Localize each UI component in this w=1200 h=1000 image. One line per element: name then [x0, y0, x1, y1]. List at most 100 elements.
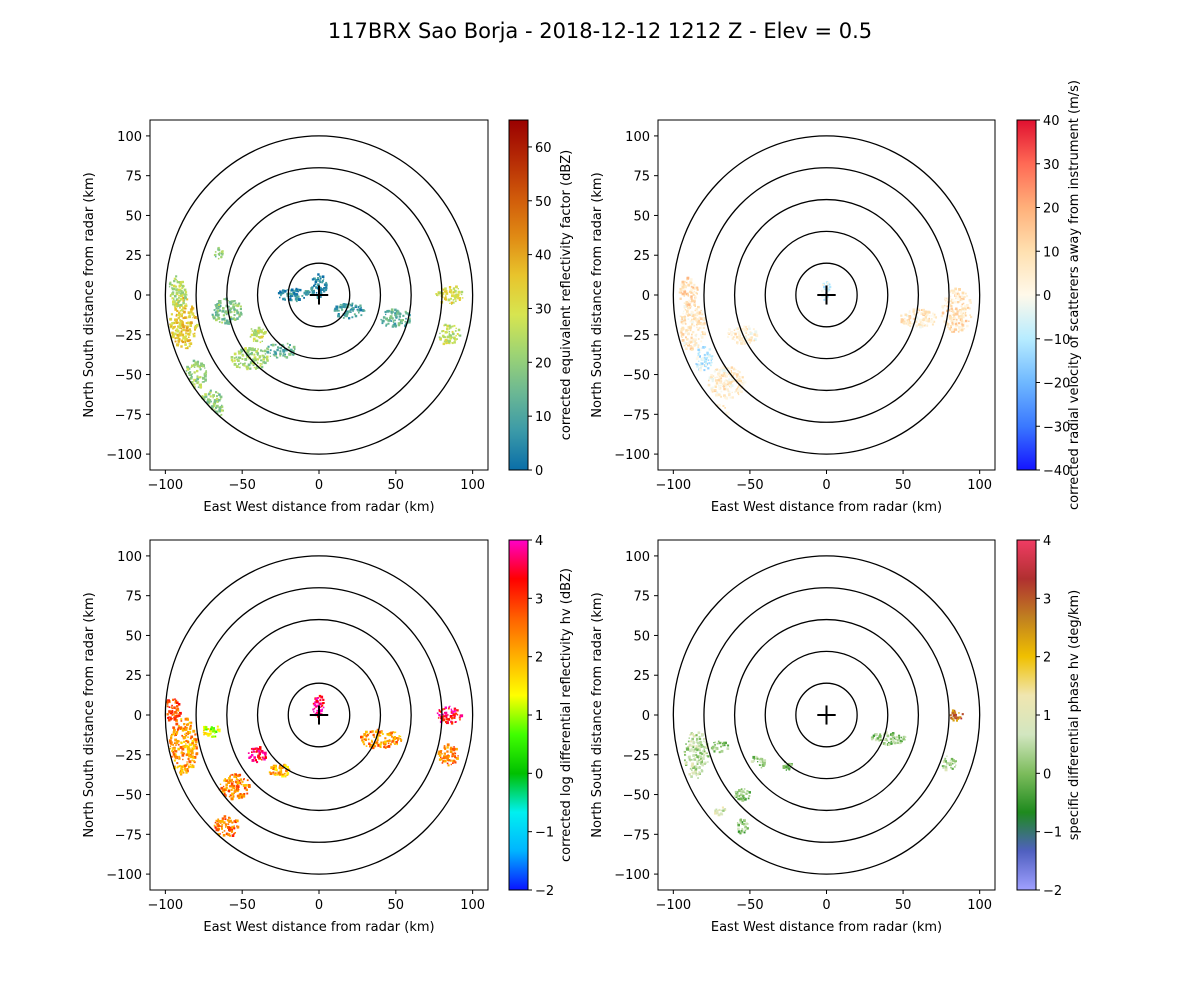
y-tick-label: −25: [623, 749, 650, 764]
echo-cell-10: [437, 743, 459, 767]
y-tick-label: −100: [106, 868, 142, 883]
y-tick-label: 25: [125, 249, 142, 264]
range-ring-100km: [164, 135, 474, 455]
echo-cell-14: [438, 323, 462, 346]
echo-cell-13: [435, 285, 464, 305]
x-tick-label: −50: [228, 478, 255, 493]
colorbar-label: corrected radial velocity of scatterers …: [1067, 80, 1082, 510]
colorbar-tick-label: −2: [535, 884, 554, 899]
figure-title: 117BRX Sao Borja - 2018-12-12 1212 Z - E…: [328, 19, 872, 43]
y-tick-label: −100: [614, 448, 650, 463]
echo-cell-7: [900, 308, 937, 329]
y-tick-label: −25: [115, 329, 142, 344]
echo-cell-2: [750, 755, 767, 769]
range-ring-40km: [256, 650, 382, 780]
y-tick-label: 0: [134, 709, 142, 724]
y-tick-label: −75: [623, 828, 650, 843]
y-tick-label: 25: [633, 669, 650, 684]
colorbar-tick-label: 2: [535, 651, 543, 666]
x-tick-label: −50: [736, 478, 763, 493]
echo-cell-1: [166, 698, 182, 722]
echo-cell-5: [715, 403, 730, 415]
echo-cell-1: [710, 740, 730, 754]
colorbar-tick-label: 0: [1043, 767, 1051, 782]
y-tick-label: −75: [115, 408, 142, 423]
x-tick-label: −100: [148, 478, 184, 493]
range-ring-100km: [672, 555, 981, 875]
x-axis-label: East West distance from radar (km): [203, 920, 434, 935]
colorbar-tick-label: 50: [535, 195, 552, 210]
y-tick-label: 0: [134, 289, 142, 304]
y-tick-label: 25: [125, 669, 142, 684]
y-tick-label: −50: [115, 369, 142, 384]
panel-kdp: −100 −50 0 50 100 −100 −75 −50 −25 0 25 50 75 100 East…: [590, 534, 1082, 935]
colorbar: [508, 539, 529, 891]
y-tick-label: −50: [115, 789, 142, 804]
colorbar-tick-label: 4: [1043, 534, 1051, 549]
y-tick-label: 25: [633, 249, 650, 264]
y-tick-label: 75: [125, 170, 142, 185]
range-ring-20km: [287, 682, 351, 748]
echo-cell-2: [185, 359, 208, 390]
x-tick-label: −100: [655, 898, 691, 913]
y-tick-label: 75: [633, 170, 650, 185]
range-ring-60km: [733, 198, 920, 392]
x-tick-label: 50: [895, 898, 912, 913]
echo-cell-8: [949, 709, 964, 722]
x-tick-label: 0: [822, 478, 830, 493]
echo-cell-9: [941, 755, 957, 772]
x-tick-label: −50: [228, 898, 255, 913]
y-tick-label: −100: [614, 868, 650, 883]
y-tick-label: 50: [125, 209, 142, 224]
y-axis-label: North South distance from radar (km): [82, 592, 97, 837]
echo-layer: [678, 276, 973, 415]
x-tick-label: 100: [967, 898, 992, 913]
y-axis-label: North South distance from radar (km): [590, 592, 605, 837]
y-tick-label: −25: [623, 329, 650, 344]
panel-zdr: −100 −50 0 50 100 −100 −75 −50 −25 0 25 50 75 100 East…: [82, 534, 574, 935]
colorbar-tick-label: −2: [1043, 884, 1062, 899]
echo-cell-9: [436, 705, 464, 725]
y-tick-label: 0: [642, 709, 650, 724]
echo-layer: [683, 709, 964, 835]
panel-dbz: −100 −50 0 50 100−100−75−50−250255075100East…: [82, 119, 574, 515]
x-tick-label: 0: [315, 898, 323, 913]
panels: −100 −50 0 50 100−100−75−50−250255075100East…: [82, 80, 1082, 935]
echo-cell-7: [870, 731, 907, 746]
colorbar-tick-label: 40: [1043, 114, 1060, 129]
echo-cell-2: [202, 725, 221, 738]
echo-layer: [166, 694, 464, 837]
range-ring-60km: [733, 618, 920, 812]
y-tick-label: 100: [625, 130, 650, 145]
range-ring-40km: [764, 230, 889, 360]
range-ring-60km: [226, 618, 412, 812]
range-ring-80km: [195, 587, 443, 843]
range-ring-20km: [795, 682, 858, 748]
x-tick-label: −50: [736, 898, 763, 913]
colorbar-tick-label: 0: [535, 464, 543, 479]
x-axis-label: East West distance from radar (km): [203, 500, 434, 515]
range-ring-40km: [256, 230, 382, 360]
y-tick-label: 75: [633, 590, 650, 605]
echo-cell-11: [333, 302, 366, 320]
x-tick-label: 50: [895, 478, 912, 493]
echo-cell-6: [736, 818, 749, 835]
y-tick-label: 50: [125, 629, 142, 644]
echo-cell-7: [263, 342, 296, 359]
colorbar-tick-label: 0: [535, 767, 543, 782]
range-ring-80km: [195, 167, 443, 423]
echo-cell-3: [201, 389, 224, 417]
colorbar-tick-label: 30: [1043, 158, 1060, 173]
echo-cell-4: [213, 815, 240, 837]
echo-cell-6: [268, 763, 291, 778]
range-ring-100km: [672, 135, 981, 455]
y-tick-label: −25: [115, 749, 142, 764]
colorbar-tick-label: −30: [1043, 420, 1070, 435]
y-axis-label: North South distance from radar (km): [82, 172, 97, 417]
y-tick-label: −75: [623, 408, 650, 423]
colorbar-tick-label: 1: [535, 709, 543, 724]
echo-cell-3: [707, 365, 747, 400]
range-ring-40km: [764, 650, 889, 780]
y-tick-label: −100: [106, 448, 142, 463]
